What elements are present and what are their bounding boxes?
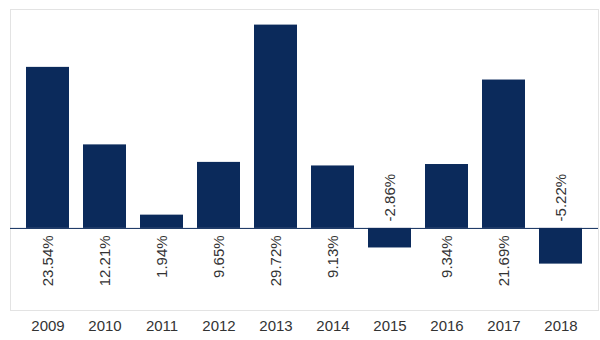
svg-text:-5.22%: -5.22%: [552, 174, 569, 222]
svg-text:23.54%: 23.54%: [39, 235, 56, 286]
svg-text:1.94%: 1.94%: [153, 235, 170, 278]
svg-text:12.21%: 12.21%: [96, 235, 113, 286]
svg-text:2014: 2014: [316, 317, 349, 334]
svg-text:21.69%: 21.69%: [495, 235, 512, 286]
svg-text:29.72%: 29.72%: [267, 235, 284, 286]
svg-text:2016: 2016: [430, 317, 463, 334]
svg-text:2012: 2012: [202, 317, 235, 334]
svg-text:2010: 2010: [88, 317, 121, 334]
svg-text:9.34%: 9.34%: [438, 235, 455, 278]
svg-text:2013: 2013: [259, 317, 292, 334]
svg-text:2015: 2015: [373, 317, 406, 334]
svg-text:2011: 2011: [146, 317, 178, 334]
svg-text:9.65%: 9.65%: [210, 235, 227, 278]
svg-text:9.13%: 9.13%: [324, 235, 341, 278]
svg-text:2018: 2018: [544, 317, 577, 334]
svg-text:2017: 2017: [487, 317, 520, 334]
svg-text:2009: 2009: [31, 317, 64, 334]
svg-text:-2.86%: -2.86%: [381, 174, 398, 222]
